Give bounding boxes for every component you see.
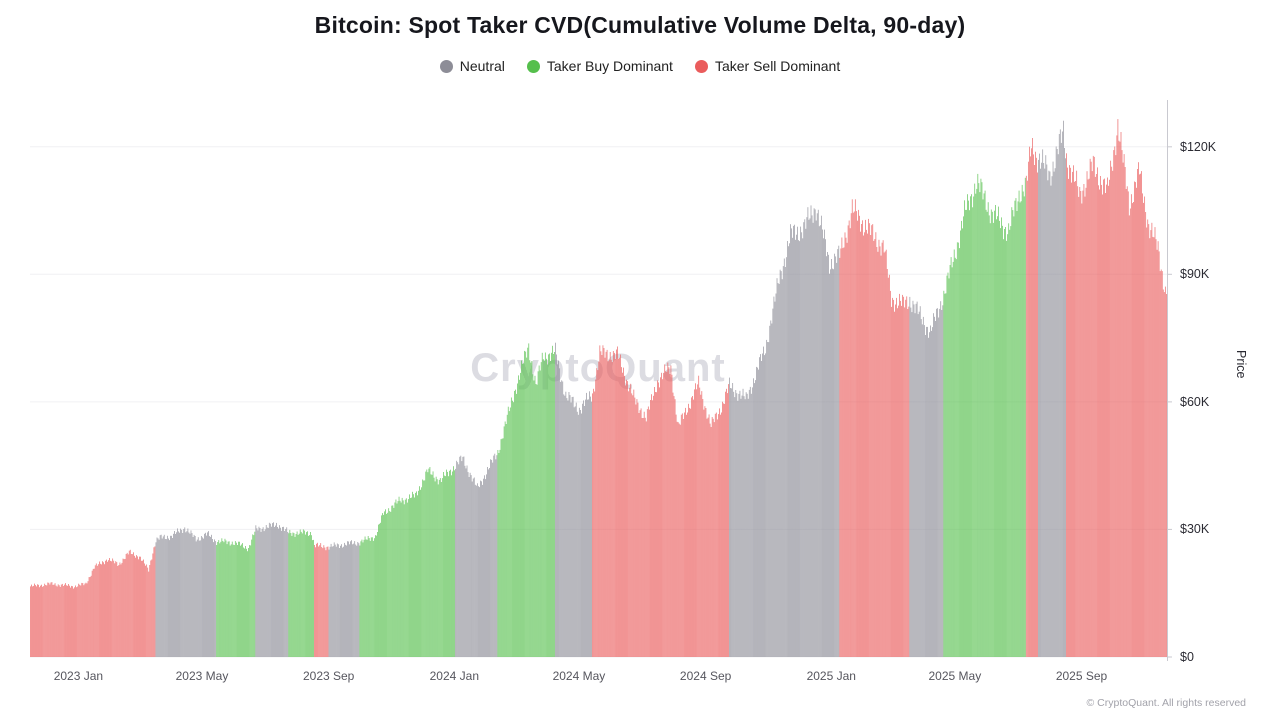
legend-marker-neutral — [439, 59, 453, 73]
x-tick-label: 2023 Jan — [53, 669, 104, 683]
y-tick-label: $90K — [1180, 267, 1210, 282]
y-tick-label: $60K — [1180, 394, 1210, 409]
legend-marker-sell — [694, 59, 708, 73]
y-tick-label: $0 — [1180, 650, 1194, 664]
x-tick-label: 2023 Sep — [302, 669, 355, 683]
legend-label: Taker Buy Dominant — [546, 58, 673, 74]
x-tick-label: 2023 May — [175, 669, 229, 683]
y-axis-title: Price — [1234, 350, 1248, 379]
legend-marker-buy — [526, 59, 540, 73]
x-tick-label: 2025 Jan — [806, 669, 856, 683]
x-tick-label: 2025 Sep — [1055, 669, 1108, 683]
legend-label: Neutral — [459, 58, 505, 74]
x-tick-label: 2025 May — [928, 669, 982, 683]
copyright-footer: © CryptoQuant. All rights reserved — [1086, 697, 1246, 709]
y-tick-label: $120K — [1180, 139, 1217, 154]
legend-item-buy[interactable]: Taker Buy Dominant — [526, 58, 673, 74]
chart-title: Bitcoin: Spot Taker CVD(Cumulative Volum… — [314, 12, 966, 38]
x-tick-label: 2024 Sep — [679, 669, 732, 683]
legend-label: Taker Sell Dominant — [714, 58, 841, 74]
x-tick-label: 2024 Jan — [429, 669, 479, 683]
legend: Neutral Taker Buy Dominant Taker Sell Domi… — [0, 58, 1280, 74]
legend-item-neutral[interactable]: Neutral — [439, 58, 505, 74]
x-tick-label: 2024 May — [552, 669, 606, 683]
legend-item-sell[interactable]: Taker Sell Dominant — [694, 58, 841, 74]
y-tick-label: $30K — [1180, 522, 1210, 537]
